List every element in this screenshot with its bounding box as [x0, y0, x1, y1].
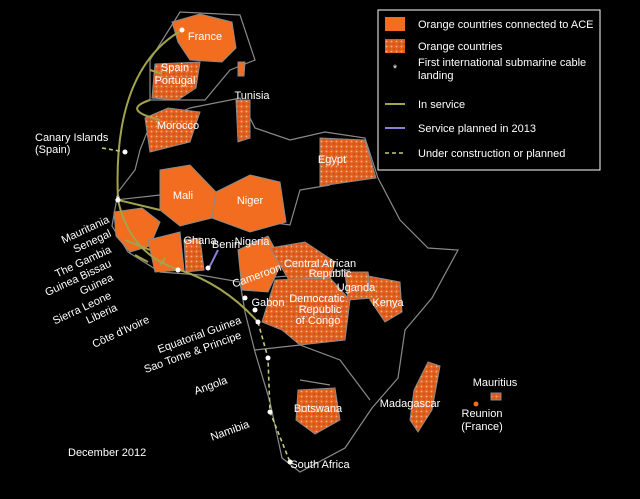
country [183, 237, 205, 273]
place-label: Morocco [157, 120, 199, 132]
place-label: Reunion [462, 408, 503, 420]
country [409, 361, 441, 433]
country [211, 174, 287, 233]
country [171, 13, 237, 63]
place-label: Madagascar [380, 398, 441, 410]
legend-label: In service [418, 99, 465, 111]
country [269, 241, 336, 283]
place-label: France [188, 31, 222, 43]
place-label: Canary Islands [35, 132, 109, 144]
country [295, 387, 341, 435]
place-label: Benin [212, 239, 240, 251]
place-label: Spain [161, 62, 189, 74]
place-label: Botswana [294, 403, 343, 415]
legend-label: First international submarine cable [418, 57, 586, 69]
legend-label: Service planned in 2013 [418, 123, 536, 135]
country [235, 99, 251, 143]
country [261, 277, 351, 346]
cable-construction [101, 147, 291, 463]
country [473, 401, 479, 407]
place-label: Nigeria [235, 236, 271, 248]
country [490, 392, 502, 401]
place-label: Gabon [251, 297, 284, 309]
star: * [116, 194, 121, 206]
place-label: South Africa [290, 459, 350, 471]
country [147, 231, 185, 273]
place-label: Tunisia [234, 90, 270, 102]
legend-label: Orange countries [418, 41, 503, 53]
place-label: (France) [461, 421, 503, 433]
country [319, 137, 377, 187]
cable-in-service [136, 99, 161, 121]
place-label: Niger [237, 195, 264, 207]
legend-box [377, 9, 601, 171]
place-label: Mali [173, 190, 193, 202]
cable-in-service [116, 29, 259, 323]
date: December 2012 [68, 447, 146, 459]
place-label: Ghana [183, 235, 217, 247]
legend-label: Under construction or planned [418, 148, 565, 160]
legend-label: landing [418, 70, 453, 82]
country [237, 61, 246, 77]
place-label: Mauritius [473, 377, 518, 389]
place-label: Uganda [337, 282, 376, 294]
place-label: Central African [284, 258, 356, 270]
legend-label: Orange countries connected to ACE [418, 19, 594, 31]
legend: * Orange countries connected to ACE Orang… [377, 9, 601, 171]
landings [115, 27, 293, 465]
place-label: Democratic [289, 293, 345, 305]
place-label: Kenya [372, 297, 404, 309]
legend-swatch [385, 39, 405, 53]
place-label: of Congo [296, 315, 341, 327]
legend-star: * [393, 63, 398, 75]
place-label: Portugal [155, 75, 196, 87]
place-label: Republic [299, 304, 342, 316]
place-label: Egypt [318, 154, 346, 166]
country [151, 61, 201, 101]
place-label: (Spain) [35, 144, 70, 156]
place-label: Republic [309, 268, 352, 280]
legend-swatch [385, 17, 405, 31]
country [367, 275, 403, 323]
